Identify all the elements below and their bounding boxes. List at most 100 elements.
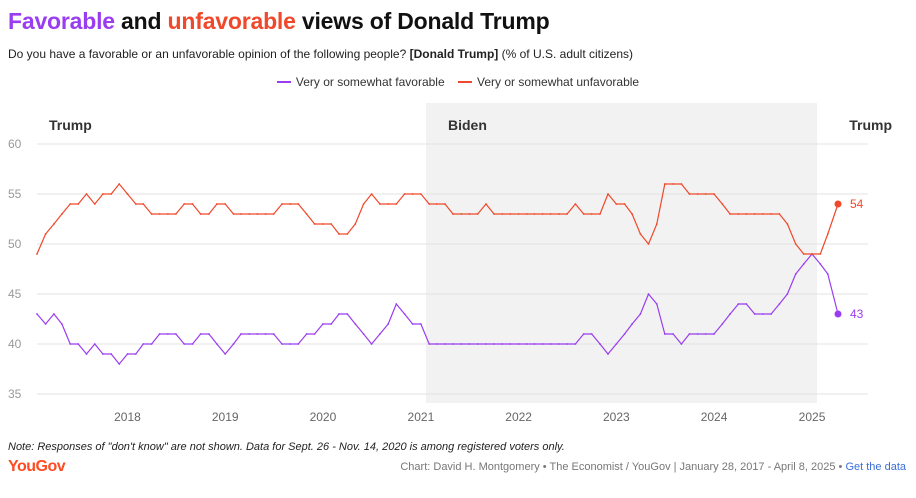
data-point-unfavorable-59 <box>517 213 520 215</box>
data-point-unfavorable-28 <box>264 213 267 215</box>
data-point-unfavorable-56 <box>493 213 495 215</box>
data-point-unfavorable-10 <box>118 183 121 185</box>
data-point-favorable-72 <box>623 333 626 335</box>
legend-item-unfavorable[interactable]: Very or somewhat unfavorable <box>458 75 639 89</box>
data-point-favorable-50 <box>444 343 446 345</box>
subtitle-subject: [Donald Trump] <box>409 47 499 61</box>
data-point-unfavorable-21 <box>208 213 210 215</box>
data-point-unfavorable-45 <box>403 193 406 195</box>
data-point-unfavorable-82 <box>704 193 707 195</box>
data-point-unfavorable-30 <box>281 203 283 205</box>
data-point-unfavorable-41 <box>370 193 373 195</box>
period-label-1: Biden <box>448 117 487 133</box>
data-point-favorable-51 <box>452 343 454 345</box>
get-the-data-link[interactable]: Get the data <box>845 461 906 473</box>
data-point-favorable-49 <box>435 343 438 345</box>
data-point-favorable-69 <box>599 343 601 345</box>
data-point-favorable-61 <box>533 343 536 345</box>
data-point-favorable-7 <box>93 343 96 345</box>
data-point-unfavorable-76 <box>655 223 658 225</box>
data-point-favorable-33 <box>305 333 308 335</box>
data-point-favorable-59 <box>517 343 520 345</box>
data-point-favorable-9 <box>110 353 113 355</box>
data-point-favorable-12 <box>134 353 137 355</box>
data-point-favorable-56 <box>493 343 495 345</box>
data-point-unfavorable-37 <box>338 233 340 235</box>
data-point-unfavorable-96 <box>819 253 822 255</box>
y-tick-label-45: 45 <box>8 287 22 301</box>
data-point-favorable-66 <box>574 343 577 345</box>
data-point-unfavorable-39 <box>354 223 357 225</box>
data-point-unfavorable-85 <box>729 213 731 215</box>
period-shade-1 <box>425 103 818 403</box>
data-point-favorable-81 <box>696 333 699 335</box>
data-point-favorable-23 <box>224 353 227 355</box>
data-point-unfavorable-17 <box>175 213 177 215</box>
data-point-favorable-20 <box>199 333 202 335</box>
end-label-unfavorable: 54 <box>850 197 864 211</box>
x-tick-label-2025: 2025 <box>799 410 826 424</box>
data-point-favorable-71 <box>615 343 618 345</box>
data-point-unfavorable-22 <box>216 203 218 205</box>
data-point-favorable-21 <box>208 333 210 335</box>
data-point-favorable-93 <box>794 273 797 275</box>
data-point-favorable-62 <box>541 343 544 345</box>
title-unfavorable-word: unfavorable <box>167 8 296 34</box>
data-point-unfavorable-25 <box>240 213 242 215</box>
data-point-unfavorable-69 <box>599 213 601 215</box>
data-point-favorable-15 <box>158 333 161 335</box>
data-point-favorable-34 <box>313 333 316 335</box>
data-point-favorable-30 <box>281 343 283 345</box>
data-point-favorable-28 <box>264 333 267 335</box>
credit-text: Chart: David H. Montgomery • The Economi… <box>400 461 846 473</box>
data-point-unfavorable-62 <box>541 213 544 215</box>
data-point-favorable-96 <box>819 263 822 265</box>
data-point-unfavorable-2 <box>53 223 55 225</box>
data-point-favorable-18 <box>183 343 186 345</box>
data-point-unfavorable-9 <box>110 193 113 195</box>
title-favorable-word: Favorable <box>8 8 115 34</box>
data-point-favorable-83 <box>713 333 715 335</box>
data-point-unfavorable-95 <box>811 253 813 255</box>
legend-item-favorable[interactable]: Very or somewhat favorable <box>276 75 445 89</box>
data-point-unfavorable-12 <box>134 203 137 205</box>
data-point-favorable-55 <box>485 343 487 345</box>
data-point-favorable-6 <box>85 353 88 355</box>
data-point-favorable-4 <box>69 343 72 345</box>
data-point-favorable-84 <box>721 323 724 325</box>
data-point-favorable-45 <box>403 313 406 315</box>
data-point-favorable-88 <box>753 313 756 315</box>
x-tick-label-2023: 2023 <box>603 410 630 424</box>
data-point-favorable-54 <box>476 343 479 345</box>
data-point-unfavorable-57 <box>501 213 504 215</box>
data-point-favorable-29 <box>272 333 275 335</box>
title-rest: views of Donald Trump <box>295 8 550 34</box>
data-point-unfavorable-48 <box>428 203 431 205</box>
data-point-favorable-58 <box>509 343 512 345</box>
data-point-favorable-10 <box>118 363 121 365</box>
data-point-favorable-48 <box>428 343 431 345</box>
data-point-unfavorable-74 <box>639 233 642 235</box>
data-point-unfavorable-64 <box>558 213 560 215</box>
data-point-favorable-90 <box>770 313 772 315</box>
data-point-favorable-1 <box>44 323 47 325</box>
data-point-favorable-19 <box>191 343 194 345</box>
data-point-unfavorable-67 <box>582 213 585 215</box>
legend-swatch-unfavorable <box>458 80 472 83</box>
data-point-unfavorable-52 <box>460 213 463 215</box>
data-point-favorable-79 <box>680 343 683 345</box>
data-point-unfavorable-4 <box>69 203 72 205</box>
data-point-unfavorable-84 <box>721 203 724 205</box>
data-point-unfavorable-36 <box>330 223 333 225</box>
data-point-favorable-97 <box>826 273 829 275</box>
data-point-unfavorable-53 <box>468 213 471 215</box>
data-point-unfavorable-15 <box>158 213 161 215</box>
data-point-favorable-25 <box>240 333 242 335</box>
data-point-unfavorable-40 <box>362 203 365 205</box>
data-point-unfavorable-43 <box>387 203 390 205</box>
chart-legend: Very or somewhat favorable Very or somew… <box>0 75 916 89</box>
data-point-unfavorable-14 <box>150 213 153 215</box>
data-point-unfavorable-61 <box>533 213 536 215</box>
data-point-favorable-8 <box>102 353 104 355</box>
data-point-favorable-14 <box>150 343 153 345</box>
